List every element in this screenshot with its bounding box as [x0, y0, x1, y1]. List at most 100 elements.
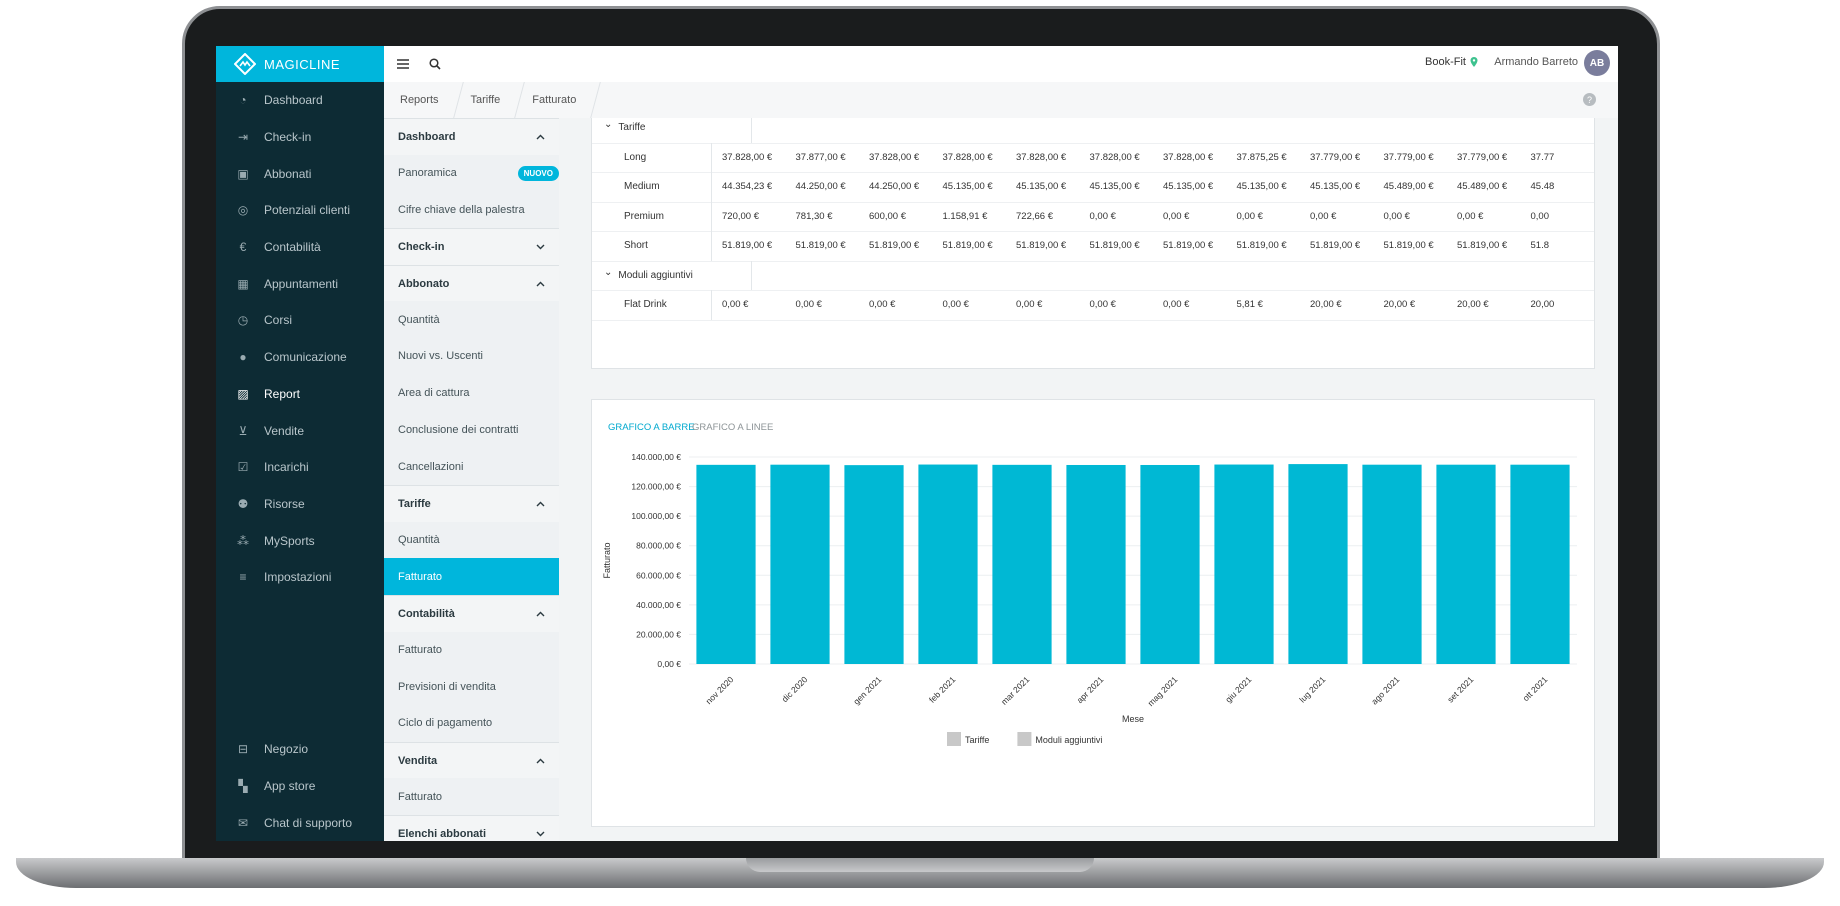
subnav-label: Contabilità: [398, 607, 455, 620]
cart-icon: ⊻: [238, 423, 248, 438]
studio-selector[interactable]: Book-Fit: [1425, 56, 1478, 68]
sidebar-item-abbonati[interactable]: ▣ Abbonati: [216, 155, 384, 192]
sidebar-item-app-store[interactable]: ▚ App store: [216, 768, 384, 805]
subnav-section-contabilit-[interactable]: Contabilità: [384, 594, 559, 632]
members-icon: ▣: [237, 166, 249, 181]
sidebar-item-potenziali-clienti[interactable]: ◎ Potenziali clienti: [216, 192, 384, 229]
x-tick-label: dic 2020: [780, 674, 810, 704]
table-cell: 45.135,00 €: [942, 181, 993, 193]
subnav-label: Fatturato: [398, 643, 443, 656]
x-tick-label: ott 2021: [1521, 674, 1550, 703]
subnav-section-dashboard[interactable]: Dashboard: [384, 118, 559, 155]
breadcrumb-item[interactable]: Reports: [384, 94, 455, 106]
breadcrumb-item[interactable]: Tariffe: [455, 94, 517, 106]
table-group-row[interactable]: ⌄ Tariffe: [592, 118, 1594, 144]
subnav-item-conclusione-dei-contratti[interactable]: Conclusione dei contratti: [384, 412, 559, 449]
app-screen: MAGICLINE Book-Fit Armando Barreto AB ◔ D…: [216, 46, 1618, 841]
table-group-row[interactable]: ⌄ Moduli aggiuntivi: [592, 260, 1594, 291]
subnav-item-area-di-cattura[interactable]: Area di cattura: [384, 375, 559, 412]
sidebar-item-label: Impostazioni: [264, 570, 332, 585]
chevron-up-icon: [536, 611, 545, 617]
subnav-item-previsioni-di-vendita[interactable]: Previsioni di vendita: [384, 668, 559, 705]
chevron-down-icon[interactable]: ⌄: [604, 266, 613, 278]
table-cell: 45.135,00 €: [1163, 181, 1214, 193]
sidebar-item-check-in[interactable]: ⇥ Check-in: [216, 119, 384, 156]
table-cell: 20,00: [1530, 299, 1555, 311]
subnav-item-quantit-[interactable]: Quantità: [384, 301, 559, 338]
sidebar-item-corsi[interactable]: ◷ Corsi: [216, 302, 384, 339]
x-tick-label: gen 2021: [851, 674, 883, 706]
subnav-item-fatturato[interactable]: Fatturato: [384, 632, 559, 669]
table-cell: 0,00 €: [1163, 299, 1190, 311]
tab-bar-chart[interactable]: GRAFICO A BARRE: [608, 422, 695, 433]
brand-name: MAGICLINE: [264, 56, 341, 72]
subnav-item-fatturato[interactable]: Fatturato: [384, 558, 559, 595]
subnav-label: Vendita: [398, 754, 438, 767]
help-icon[interactable]: ?: [1583, 93, 1596, 106]
subnav-section-abbonato[interactable]: Abbonato: [384, 264, 559, 302]
x-tick-label: apr 2021: [1075, 674, 1106, 705]
search-icon[interactable]: [426, 55, 444, 73]
row-label: ⌄ Tariffe: [592, 118, 752, 143]
sidebar-item-impostazioni[interactable]: ≡ Impostazioni: [216, 559, 384, 596]
studio-name: Book-Fit: [1425, 56, 1466, 68]
subnav-item-quantit-[interactable]: Quantità: [384, 522, 559, 559]
nav-bottom-list: ⊟ Negozio ▚ App store ✉ Chat di supporto: [216, 731, 384, 841]
table-cell: 51.819,00 €: [1163, 240, 1214, 252]
subnav-label: Nuovi vs. Uscenti: [398, 350, 483, 363]
sidebar-item-report[interactable]: ▨ Report: [216, 376, 384, 413]
sidebar-item-contabilit-[interactable]: € Contabilità: [216, 229, 384, 266]
sidebar-item-vendite[interactable]: ⊻ Vendite: [216, 412, 384, 449]
table-cell: 0,00: [1530, 210, 1550, 222]
sidebar-item-incarichi[interactable]: ☑ Incarichi: [216, 449, 384, 486]
top-bar: MAGICLINE Book-Fit Armando Barreto AB: [216, 46, 1618, 83]
subnav-section-tariffe[interactable]: Tariffe: [384, 484, 559, 522]
sidebar-item-dashboard[interactable]: ◔ Dashboard: [216, 82, 384, 119]
sidebar-item-label: Vendite: [264, 423, 305, 438]
brand-logo[interactable]: MAGICLINE: [216, 46, 384, 82]
user-name[interactable]: Armando Barreto: [1494, 56, 1578, 68]
sidebar-item-chat-di-supporto[interactable]: ✉ Chat di supporto: [216, 804, 384, 841]
table-cell: 37.779,00 €: [1457, 151, 1508, 163]
chevron-up-icon: [536, 134, 545, 140]
tab-line-chart[interactable]: GRAFICO A LINEE: [692, 422, 774, 433]
subnav-section-elenchi-abbonati[interactable]: Elenchi abbonati: [384, 815, 559, 841]
legend-item: Moduli aggiuntivi: [1035, 735, 1102, 745]
bar: [1214, 464, 1274, 664]
subnav-item-ciclo-di-pagamento[interactable]: Ciclo di pagamento: [384, 705, 559, 742]
sidebar-item-comunicazione[interactable]: ● Comunicazione: [216, 339, 384, 376]
subnav-section-vendita[interactable]: Vendita: [384, 741, 559, 779]
sidebar-item-negozio[interactable]: ⊟ Negozio: [216, 731, 384, 768]
sidebar-item-label: App store: [264, 778, 316, 793]
menu-toggle-icon[interactable]: [394, 55, 412, 73]
sidebar-item-risorse[interactable]: ⚉ Risorse: [216, 486, 384, 523]
row-label: Medium: [592, 172, 712, 202]
report-content: ⌄ Tariffe Long 37.828,00 € 37.877,00 € 37.828…: [559, 118, 1618, 841]
avatar[interactable]: AB: [1584, 50, 1610, 76]
subnav-item-panoramica[interactable]: Panoramica NUOVO: [384, 155, 559, 192]
location-pin-icon: [1470, 57, 1478, 67]
main-nav: ◔ Dashboard ⇥ Check-in ▣ Abbonati ◎ Potenziali …: [216, 82, 384, 841]
sidebar-item-label: Contabilità: [264, 240, 321, 255]
subnav-item-nuovi-vs-uscenti[interactable]: Nuovi vs. Uscenti: [384, 338, 559, 375]
table-cell: 51.819,00 €: [1016, 240, 1067, 252]
subnav-item-fatturato[interactable]: Fatturato: [384, 778, 559, 815]
row-label-text: Long: [624, 151, 647, 163]
table-cell: 37.828,00 €: [1016, 151, 1067, 163]
subnav-label: Cifre chiave della palestra: [398, 203, 525, 216]
chevron-down-icon[interactable]: ⌄: [604, 119, 613, 131]
table-cell: 0,00 €: [1089, 210, 1116, 222]
bar: [1436, 464, 1496, 664]
chat-icon: ●: [239, 350, 247, 365]
legend-swatch: [1017, 732, 1032, 746]
x-axis-label: Mese: [1122, 714, 1144, 724]
sidebar-item-mysports[interactable]: ⁂ MySports: [216, 522, 384, 559]
sidebar-item-appuntamenti[interactable]: ▦ Appuntamenti: [216, 265, 384, 302]
subnav-item-cifre-chiave-della-palestra[interactable]: Cifre chiave della palestra: [384, 191, 559, 228]
table-cell: 0,00 €: [795, 299, 822, 311]
subnav-item-cancellazioni[interactable]: Cancellazioni: [384, 448, 559, 485]
row-label-text: Flat Drink: [624, 299, 667, 311]
bar: [770, 464, 830, 664]
subnav-section-check-in[interactable]: Check-in: [384, 228, 559, 265]
x-tick-label: mag 2021: [1146, 674, 1180, 708]
